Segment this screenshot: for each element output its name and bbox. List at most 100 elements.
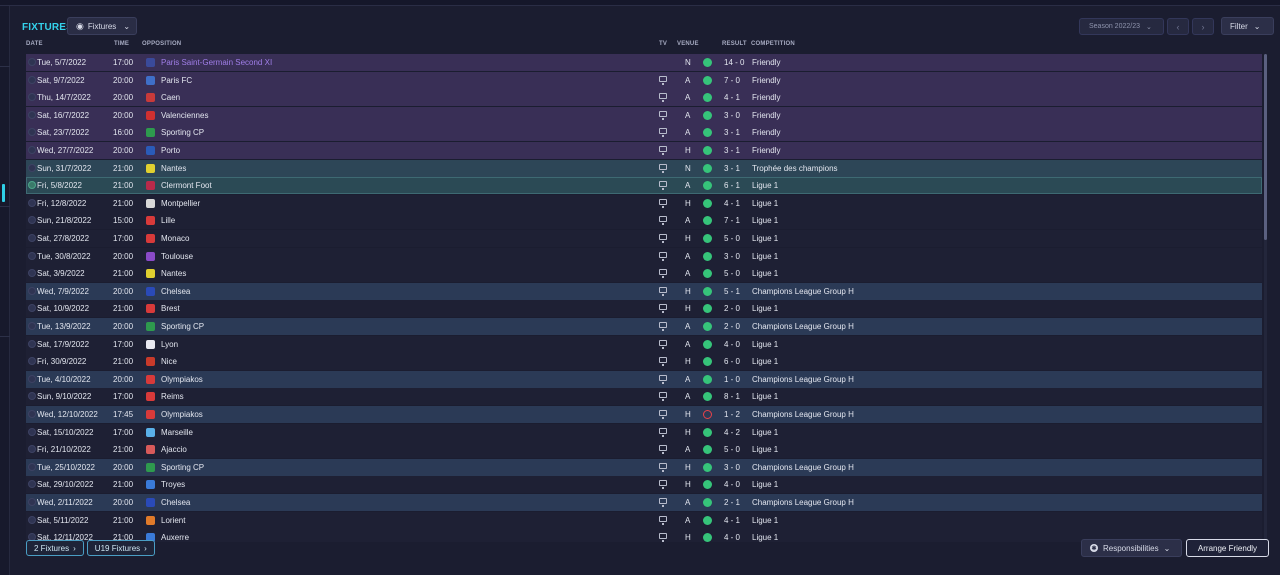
opposition-name[interactable]: Auxerre bbox=[161, 533, 190, 542]
header-result[interactable]: RESULT bbox=[722, 41, 747, 47]
fixture-result[interactable]: 7 - 0 bbox=[724, 75, 741, 85]
row-select-checkbox[interactable] bbox=[28, 480, 36, 489]
next-season-button[interactable]: › bbox=[1192, 18, 1214, 35]
fixture-result[interactable]: 3 - 0 bbox=[724, 251, 741, 261]
row-select-checkbox[interactable] bbox=[28, 304, 36, 313]
fixture-competition[interactable]: Trophée des champions bbox=[752, 163, 838, 173]
header-competition[interactable]: COMPETITION bbox=[751, 41, 795, 47]
fixture-result[interactable]: 7 - 1 bbox=[724, 216, 741, 226]
fixture-competition[interactable]: Friendly bbox=[752, 93, 781, 103]
scrollbar-thumb[interactable] bbox=[1264, 54, 1267, 240]
fixture-competition[interactable]: Champions League Group H bbox=[752, 462, 854, 472]
fixture-row[interactable]: Sat, 23/7/2022 16:00 Sporting CP A 3 - 1 Frie… bbox=[26, 124, 1262, 142]
fixture-competition[interactable]: Ligue 1 bbox=[752, 339, 779, 349]
row-select-checkbox[interactable] bbox=[28, 163, 36, 172]
header-venue[interactable]: VENUE bbox=[677, 41, 699, 47]
fixture-row[interactable]: Sat, 29/10/2022 21:00 Troyes H 4 - 0 Ligue 1 bbox=[26, 476, 1262, 494]
fixture-competition[interactable]: Champions League Group H bbox=[752, 410, 854, 419]
fixture-result[interactable]: 3 - 1 bbox=[724, 163, 741, 173]
fixture-competition[interactable]: Ligue 1 bbox=[752, 515, 779, 525]
opposition-name[interactable]: Ajaccio bbox=[161, 445, 187, 455]
row-select-checkbox[interactable] bbox=[28, 269, 36, 278]
opposition-name[interactable]: Monaco bbox=[161, 234, 190, 243]
fixture-row[interactable]: Tue, 25/10/2022 20:00 Sporting CP H 3 - 0 Cha… bbox=[26, 458, 1262, 476]
fixture-row[interactable]: Wed, 12/10/2022 17:45 Olympiakos H 1 - 2 Cham… bbox=[26, 406, 1262, 423]
opposition-name[interactable]: Valenciennes bbox=[161, 110, 209, 120]
opposition-name[interactable]: Chelsea bbox=[161, 286, 191, 296]
fixture-row[interactable]: Fri, 30/9/2022 21:00 Nice H 6 - 0 Ligue 1 bbox=[26, 353, 1262, 371]
fixture-row[interactable]: Sun, 9/10/2022 17:00 Reims A 8 - 1 Ligue 1 bbox=[26, 388, 1262, 406]
row-select-checkbox[interactable] bbox=[28, 75, 36, 84]
fixture-result[interactable]: 8 - 1 bbox=[724, 392, 741, 402]
fixture-result[interactable]: 3 - 0 bbox=[724, 110, 741, 120]
u19-fixtures-button[interactable]: U19 Fixtures › bbox=[86, 540, 155, 556]
opposition-name[interactable]: Nantes bbox=[161, 269, 187, 279]
responsibilities-button[interactable]: ✱ Responsibilities ⌄ bbox=[1081, 539, 1182, 557]
fixture-competition[interactable]: Friendly bbox=[752, 58, 781, 67]
row-select-checkbox[interactable] bbox=[28, 93, 36, 102]
fixture-result[interactable]: 4 - 1 bbox=[724, 515, 741, 525]
fixture-row[interactable]: Fri, 5/8/2022 21:00 Clermont Foot A 6 - 1 Lig… bbox=[26, 177, 1262, 195]
fixture-result[interactable]: 6 - 1 bbox=[724, 181, 741, 191]
opposition-name[interactable]: Clermont Foot bbox=[161, 181, 212, 191]
row-select-checkbox[interactable] bbox=[28, 110, 36, 119]
fixture-row[interactable]: Sat, 16/7/2022 20:00 Valenciennes A 3 - 0 Fri… bbox=[26, 106, 1262, 124]
filter-button[interactable]: Filter ⌄ bbox=[1221, 17, 1274, 35]
fixture-row[interactable]: Sat, 12/11/2022 21:00 Auxerre H 4 - 0 Ligue 1 bbox=[26, 529, 1262, 542]
fixture-row[interactable]: Wed, 27/7/2022 20:00 Porto H 3 - 1 Friendly bbox=[26, 142, 1262, 159]
opposition-name[interactable]: Reims bbox=[161, 392, 184, 402]
fixture-competition[interactable]: Ligue 1 bbox=[752, 198, 779, 208]
fixture-row[interactable]: Sat, 15/10/2022 17:00 Marseille H 4 - 2 Ligue… bbox=[26, 423, 1262, 441]
opposition-name[interactable]: Lille bbox=[161, 216, 176, 226]
fixture-competition[interactable]: Friendly bbox=[752, 75, 781, 85]
fixture-result[interactable]: 3 - 1 bbox=[724, 128, 741, 138]
header-time[interactable]: TIME bbox=[114, 41, 130, 47]
fixture-result[interactable]: 2 - 1 bbox=[724, 498, 741, 507]
opposition-name[interactable]: Caen bbox=[161, 93, 181, 103]
row-select-checkbox[interactable] bbox=[28, 374, 36, 383]
fixture-row[interactable]: Tue, 4/10/2022 20:00 Olympiakos A 1 - 0 Champ… bbox=[26, 370, 1262, 388]
fixture-row[interactable]: Thu, 14/7/2022 20:00 Caen A 4 - 1 Friendly bbox=[26, 89, 1262, 107]
row-select-checkbox[interactable] bbox=[28, 128, 36, 137]
fixture-result[interactable]: 5 - 1 bbox=[724, 286, 741, 296]
row-select-checkbox[interactable] bbox=[28, 392, 36, 401]
fixture-row[interactable]: Tue, 13/9/2022 20:00 Sporting CP A 2 - 0 Cham… bbox=[26, 318, 1262, 335]
opposition-name[interactable]: Brest bbox=[161, 304, 180, 314]
fixture-row[interactable]: Fri, 21/10/2022 21:00 Ajaccio A 5 - 0 Ligue 1 bbox=[26, 441, 1262, 459]
fixture-competition[interactable]: Champions League Group H bbox=[752, 322, 854, 331]
row-select-checkbox[interactable] bbox=[28, 181, 36, 190]
row-select-checkbox[interactable] bbox=[28, 498, 36, 506]
fixture-result[interactable]: 5 - 0 bbox=[724, 234, 741, 243]
fixture-competition[interactable]: Ligue 1 bbox=[752, 216, 779, 226]
row-select-checkbox[interactable] bbox=[28, 410, 36, 418]
opposition-name[interactable]: Lyon bbox=[161, 339, 179, 349]
opposition-name[interactable]: Paris Saint-Germain Second XI bbox=[161, 58, 273, 67]
header-opposition[interactable]: OPPOSITION bbox=[142, 41, 182, 47]
opposition-name[interactable]: Porto bbox=[161, 146, 181, 155]
opposition-name[interactable]: Sporting CP bbox=[161, 462, 205, 472]
fixture-result[interactable]: 6 - 0 bbox=[724, 357, 741, 367]
fixture-result[interactable]: 2 - 0 bbox=[724, 304, 741, 314]
fixture-row[interactable]: Sat, 5/11/2022 21:00 Lorient A 4 - 1 Ligue 1 bbox=[26, 511, 1262, 529]
row-select-checkbox[interactable] bbox=[28, 339, 36, 348]
row-select-checkbox[interactable] bbox=[28, 234, 36, 242]
opposition-name[interactable]: Toulouse bbox=[161, 251, 194, 261]
row-select-checkbox[interactable] bbox=[28, 216, 36, 225]
opposition-name[interactable]: Olympiakos bbox=[161, 374, 203, 384]
fixture-row[interactable]: Wed, 7/9/2022 20:00 Chelsea H 5 - 1 Champions… bbox=[26, 282, 1262, 300]
fixture-row[interactable]: Sat, 9/7/2022 20:00 Paris FC A 7 - 0 Friendly bbox=[26, 71, 1262, 89]
header-date[interactable]: DATE bbox=[26, 41, 43, 47]
fixture-row[interactable]: Tue, 5/7/2022 17:00 Paris Saint-Germain Se… bbox=[26, 54, 1262, 71]
row-select-checkbox[interactable] bbox=[28, 445, 36, 454]
header-tv[interactable]: TV bbox=[659, 41, 668, 47]
fixture-competition[interactable]: Friendly bbox=[752, 146, 781, 155]
fixture-result[interactable]: 1 - 0 bbox=[724, 374, 741, 384]
fixture-row[interactable]: Fri, 12/8/2022 21:00 Montpellier H 4 - 1 Ligu… bbox=[26, 194, 1262, 212]
row-select-checkbox[interactable] bbox=[28, 357, 36, 366]
row-select-checkbox[interactable] bbox=[28, 286, 36, 295]
opposition-name[interactable]: Chelsea bbox=[161, 498, 191, 507]
fixture-row[interactable]: Sat, 10/9/2022 21:00 Brest H 2 - 0 Ligue 1 bbox=[26, 300, 1262, 318]
fixture-competition[interactable]: Ligue 1 bbox=[752, 304, 779, 314]
fixture-row[interactable]: Sat, 3/9/2022 21:00 Nantes A 5 - 0 Ligue 1 bbox=[26, 265, 1262, 283]
fixture-competition[interactable]: Ligue 1 bbox=[752, 234, 779, 243]
